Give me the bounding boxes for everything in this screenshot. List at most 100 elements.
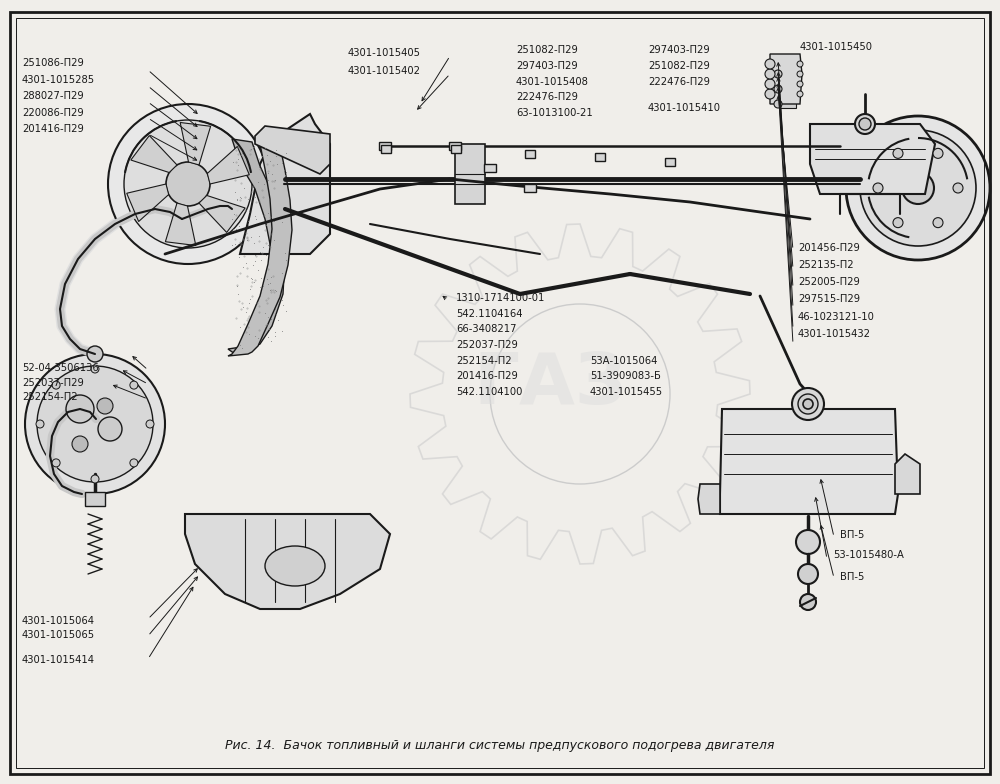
Circle shape xyxy=(765,59,775,69)
Circle shape xyxy=(846,116,990,260)
Circle shape xyxy=(797,71,803,77)
Text: 252154-П2: 252154-П2 xyxy=(22,392,78,401)
Text: 542.1104100: 542.1104100 xyxy=(456,387,522,397)
Circle shape xyxy=(130,381,138,389)
Text: ВП-5: ВП-5 xyxy=(840,530,864,539)
Circle shape xyxy=(855,114,875,134)
Polygon shape xyxy=(720,409,898,514)
Text: 222476-П29: 222476-П29 xyxy=(516,93,578,102)
Text: 4301-1015455: 4301-1015455 xyxy=(590,387,663,397)
Text: 252135-П2: 252135-П2 xyxy=(798,260,854,270)
Bar xyxy=(455,144,485,204)
Bar xyxy=(595,153,605,161)
Text: 4301-1015065: 4301-1015065 xyxy=(22,630,95,640)
Text: Рис. 14.  Бачок топливный и шланги системы предпускового подогрева двигателя: Рис. 14. Бачок топливный и шланги систем… xyxy=(225,739,775,753)
Bar xyxy=(451,145,461,153)
Polygon shape xyxy=(770,54,802,104)
Circle shape xyxy=(798,564,818,584)
Circle shape xyxy=(765,69,775,79)
Circle shape xyxy=(803,399,813,409)
Text: 201416-П29: 201416-П29 xyxy=(456,372,518,381)
Text: 4301-1015285: 4301-1015285 xyxy=(22,75,95,85)
Circle shape xyxy=(52,381,60,389)
Circle shape xyxy=(774,70,782,78)
Text: 288027-П29: 288027-П29 xyxy=(22,92,84,101)
Circle shape xyxy=(130,459,138,467)
Text: 51-3909083-Б: 51-3909083-Б xyxy=(590,372,661,381)
Circle shape xyxy=(774,100,782,108)
Text: 220086-П29: 220086-П29 xyxy=(22,108,84,118)
Circle shape xyxy=(108,104,268,264)
Bar xyxy=(85,492,105,506)
Text: 201416-П29: 201416-П29 xyxy=(22,125,84,134)
Text: ГАЗ: ГАЗ xyxy=(473,350,627,419)
Text: 251082-П29: 251082-П29 xyxy=(516,45,578,55)
Ellipse shape xyxy=(265,546,325,586)
Bar xyxy=(525,150,535,158)
Circle shape xyxy=(893,148,903,158)
Circle shape xyxy=(765,89,775,99)
Circle shape xyxy=(893,218,903,227)
Circle shape xyxy=(72,436,88,452)
Circle shape xyxy=(902,172,934,204)
Text: 4301-1015405: 4301-1015405 xyxy=(348,49,421,58)
Bar xyxy=(449,142,461,150)
Polygon shape xyxy=(180,122,211,165)
Circle shape xyxy=(97,398,113,414)
Circle shape xyxy=(91,365,99,373)
Circle shape xyxy=(52,459,60,467)
Circle shape xyxy=(124,120,252,248)
Circle shape xyxy=(933,148,943,158)
Text: 4301-1015408: 4301-1015408 xyxy=(516,77,589,86)
Circle shape xyxy=(796,530,820,554)
Circle shape xyxy=(66,395,94,423)
Circle shape xyxy=(933,218,943,227)
Text: 297515-П29: 297515-П29 xyxy=(798,295,860,304)
Circle shape xyxy=(765,79,775,89)
Text: 251082-П29: 251082-П29 xyxy=(648,61,710,71)
Text: 63-1013100-21: 63-1013100-21 xyxy=(516,108,593,118)
Text: 4301-1015410: 4301-1015410 xyxy=(648,103,721,113)
Polygon shape xyxy=(228,139,285,354)
Circle shape xyxy=(91,475,99,483)
Text: 542.1104164: 542.1104164 xyxy=(456,309,522,318)
Circle shape xyxy=(792,388,824,420)
Circle shape xyxy=(797,91,803,97)
Polygon shape xyxy=(165,203,196,245)
Text: 201456-П29: 201456-П29 xyxy=(798,243,860,252)
Circle shape xyxy=(797,61,803,67)
Text: 1310-1714100-01: 1310-1714100-01 xyxy=(456,293,545,303)
Circle shape xyxy=(25,354,165,494)
Bar xyxy=(379,142,391,150)
Circle shape xyxy=(860,130,976,246)
Polygon shape xyxy=(199,195,245,233)
Circle shape xyxy=(166,162,210,206)
Text: 46-1023121-10: 46-1023121-10 xyxy=(798,312,875,321)
Circle shape xyxy=(98,417,122,441)
Circle shape xyxy=(798,394,818,414)
Polygon shape xyxy=(240,114,330,254)
Text: 252005-П29: 252005-П29 xyxy=(798,278,860,287)
Circle shape xyxy=(953,183,963,193)
Bar xyxy=(381,145,391,153)
Text: 4301-1015414: 4301-1015414 xyxy=(22,655,95,665)
Text: 252037-П29: 252037-П29 xyxy=(22,378,84,387)
Bar xyxy=(484,164,496,172)
Circle shape xyxy=(873,183,883,193)
Text: ВП-5: ВП-5 xyxy=(840,572,864,582)
Polygon shape xyxy=(185,514,390,609)
Text: 53А-1015064: 53А-1015064 xyxy=(590,356,657,365)
Polygon shape xyxy=(228,144,292,356)
Circle shape xyxy=(859,118,871,130)
Circle shape xyxy=(36,420,44,428)
Circle shape xyxy=(37,366,153,482)
Text: 4301-1015432: 4301-1015432 xyxy=(798,329,871,339)
Text: 297403-П29: 297403-П29 xyxy=(648,45,710,55)
Text: 4301-1015064: 4301-1015064 xyxy=(22,616,95,626)
Polygon shape xyxy=(255,126,330,174)
Text: 53-1015480-А: 53-1015480-А xyxy=(833,550,904,560)
Text: 52-04-3506136: 52-04-3506136 xyxy=(22,364,99,373)
Polygon shape xyxy=(131,136,177,172)
Text: 251086-П29: 251086-П29 xyxy=(22,58,84,67)
Circle shape xyxy=(774,85,782,93)
